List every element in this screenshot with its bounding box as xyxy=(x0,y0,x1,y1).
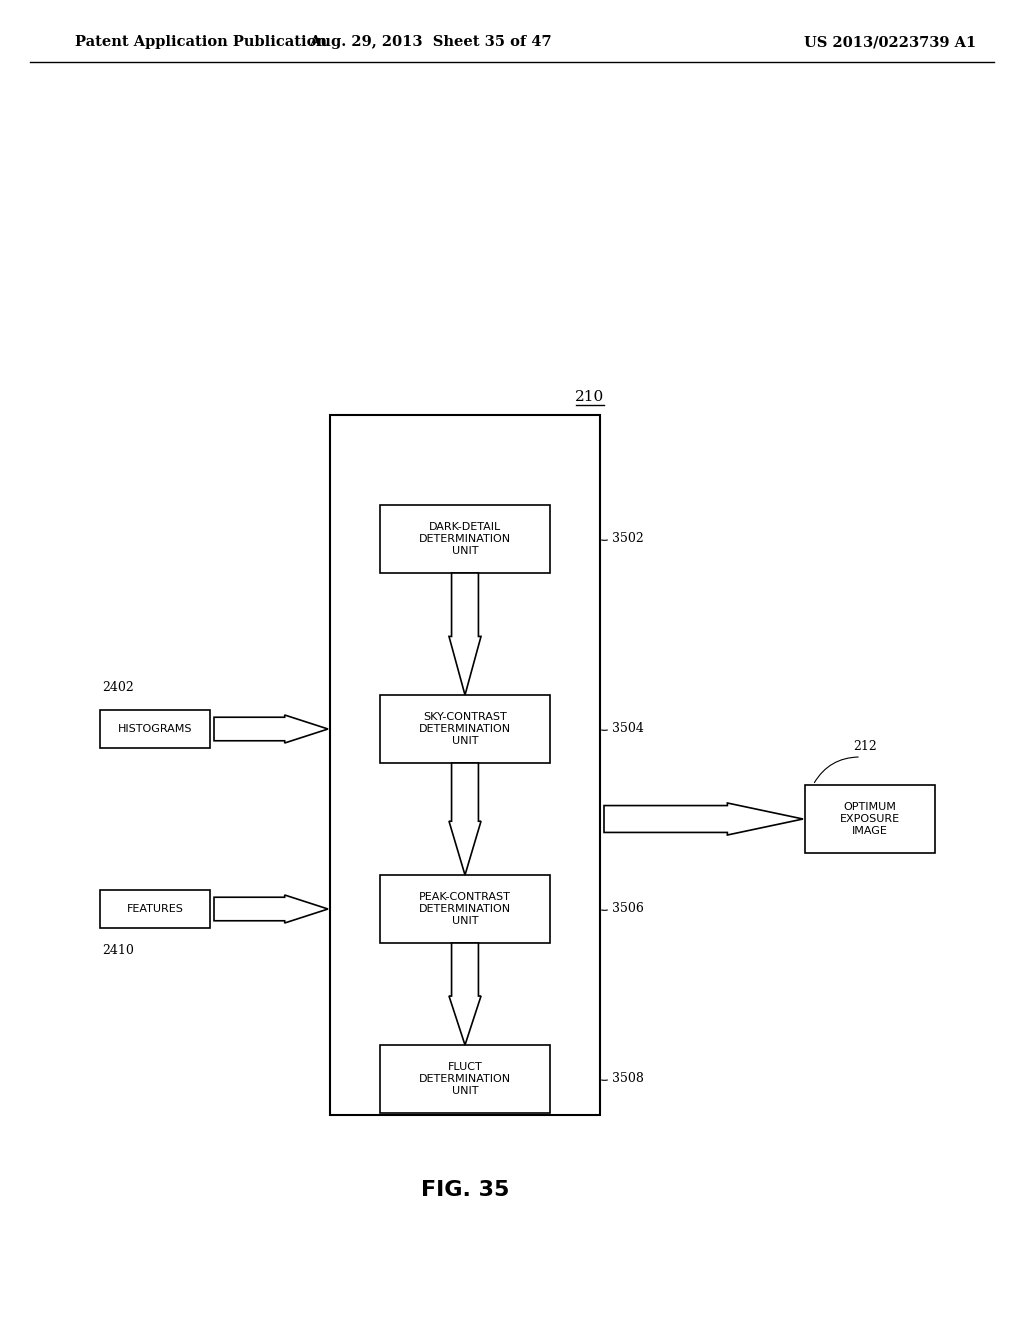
Text: PEAK-CONTRAST
DETERMINATION
UNIT: PEAK-CONTRAST DETERMINATION UNIT xyxy=(419,892,511,925)
Bar xyxy=(330,414,600,1115)
Bar xyxy=(805,785,935,853)
Text: Patent Application Publication: Patent Application Publication xyxy=(75,36,327,49)
Text: Aug. 29, 2013  Sheet 35 of 47: Aug. 29, 2013 Sheet 35 of 47 xyxy=(308,36,551,49)
Bar xyxy=(380,1045,550,1113)
Text: 2410: 2410 xyxy=(102,944,134,957)
Text: 3508: 3508 xyxy=(612,1072,644,1085)
Text: 3506: 3506 xyxy=(612,903,644,916)
Text: SKY-CONTRAST
DETERMINATION
UNIT: SKY-CONTRAST DETERMINATION UNIT xyxy=(419,713,511,746)
Text: 3504: 3504 xyxy=(612,722,644,735)
Text: OPTIMUM EXPOSURE
DETERMINATION UNIT: OPTIMUM EXPOSURE DETERMINATION UNIT xyxy=(409,1059,521,1081)
Bar xyxy=(380,696,550,763)
Polygon shape xyxy=(214,895,328,923)
Bar xyxy=(380,875,550,942)
Text: US 2013/0223739 A1: US 2013/0223739 A1 xyxy=(804,36,976,49)
Text: 3502: 3502 xyxy=(612,532,644,545)
Polygon shape xyxy=(449,942,481,1045)
Text: OPTIMUM
EXPOSURE
IMAGE: OPTIMUM EXPOSURE IMAGE xyxy=(840,803,900,836)
Text: 212: 212 xyxy=(853,741,877,752)
Polygon shape xyxy=(214,715,328,743)
Polygon shape xyxy=(449,573,481,696)
Bar xyxy=(100,710,210,748)
Text: HISTOGRAMS: HISTOGRAMS xyxy=(118,723,193,734)
Polygon shape xyxy=(604,803,803,836)
Text: 210: 210 xyxy=(575,389,604,404)
Text: DARK-DETAIL
DETERMINATION
UNIT: DARK-DETAIL DETERMINATION UNIT xyxy=(419,523,511,556)
Bar xyxy=(100,890,210,928)
Text: FEATURES: FEATURES xyxy=(127,904,183,913)
Polygon shape xyxy=(449,763,481,875)
Text: 2402: 2402 xyxy=(102,681,134,694)
Text: FIG. 35: FIG. 35 xyxy=(421,1180,509,1200)
Text: FLUCT
DETERMINATION
UNIT: FLUCT DETERMINATION UNIT xyxy=(419,1063,511,1096)
Bar xyxy=(380,506,550,573)
